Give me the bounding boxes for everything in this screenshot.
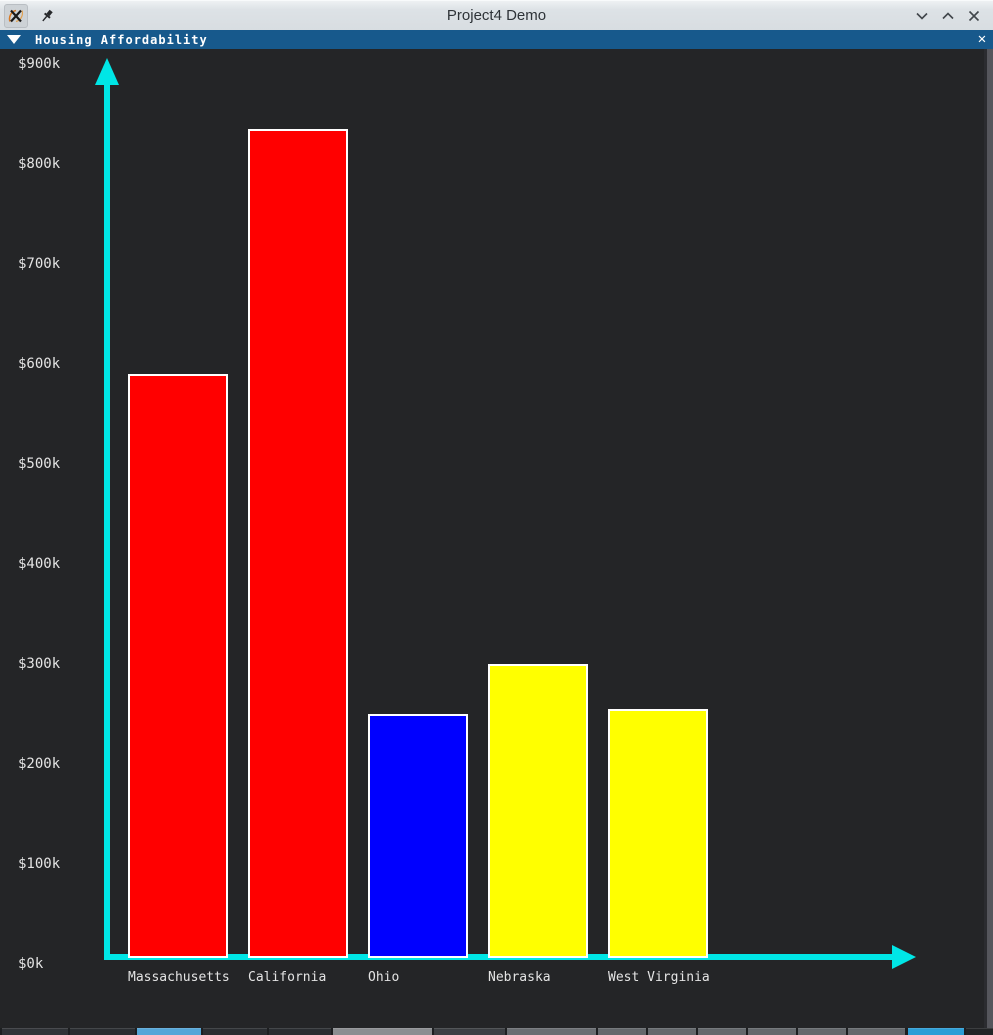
y-axis-arrow-icon bbox=[95, 58, 119, 85]
chart-window-close-icon[interactable]: ✕ bbox=[977, 31, 987, 47]
app-titlebar: Project4 Demo bbox=[0, 0, 993, 30]
pin-icon[interactable] bbox=[36, 5, 58, 27]
close-button[interactable] bbox=[961, 3, 987, 29]
bar-ohio bbox=[368, 714, 468, 958]
y-tick-label: $0k bbox=[18, 956, 44, 972]
maximize-button[interactable] bbox=[935, 3, 961, 29]
taskbar-segment-2[interactable] bbox=[137, 1028, 201, 1035]
shade-button[interactable] bbox=[909, 3, 935, 29]
y-tick-label: $600k bbox=[18, 356, 61, 372]
y-tick-label: $700k bbox=[18, 256, 61, 272]
window-border-inner bbox=[984, 49, 987, 1028]
bar-nebraska bbox=[488, 664, 588, 958]
bar-west-virginia bbox=[608, 709, 708, 958]
x-category-label-west-virginia: West Virginia bbox=[608, 970, 710, 985]
x11-logo-icon[interactable] bbox=[4, 4, 28, 28]
taskbar bbox=[0, 1028, 993, 1035]
y-tick-label: $500k bbox=[18, 456, 61, 472]
y-tick-label: $800k bbox=[18, 156, 61, 172]
taskbar-segment-8[interactable] bbox=[598, 1028, 646, 1035]
x-category-label-california: California bbox=[248, 970, 327, 985]
y-tick-label: $900k bbox=[18, 56, 61, 72]
taskbar-segment-10[interactable] bbox=[698, 1028, 746, 1035]
chart-window-titlebar[interactable]: Housing Affordability ✕ bbox=[0, 30, 993, 49]
taskbar-segment-6[interactable] bbox=[434, 1028, 505, 1035]
taskbar-segment-5[interactable] bbox=[333, 1028, 432, 1035]
taskbar-segment-3[interactable] bbox=[203, 1028, 267, 1035]
taskbar-segment-14[interactable] bbox=[908, 1028, 964, 1035]
x-category-label-nebraska: Nebraska bbox=[488, 970, 551, 985]
taskbar-segment-4[interactable] bbox=[269, 1028, 331, 1035]
chart-canvas: $0k $100k $200k $300k $400k $500k $600k $700k $8… bbox=[0, 49, 993, 1028]
y-tick-label: $400k bbox=[18, 556, 61, 572]
taskbar-segment-11[interactable] bbox=[748, 1028, 796, 1035]
y-axis-line bbox=[104, 79, 110, 960]
taskbar-segment-13[interactable] bbox=[848, 1028, 905, 1035]
x-category-label-massachusetts: Massachusetts bbox=[128, 970, 230, 985]
y-tick-label: $300k bbox=[18, 656, 61, 672]
taskbar-segment-7[interactable] bbox=[507, 1028, 596, 1035]
bar-massachusetts bbox=[128, 374, 228, 958]
bar-california bbox=[248, 129, 348, 958]
taskbar-segment-9[interactable] bbox=[648, 1028, 696, 1035]
x-axis-arrow-icon bbox=[892, 945, 916, 969]
window-border-right[interactable] bbox=[987, 49, 993, 1028]
taskbar-segment-15[interactable] bbox=[966, 1028, 993, 1035]
chart-window-title: Housing Affordability bbox=[35, 32, 208, 47]
y-tick-label: $200k bbox=[18, 756, 61, 772]
y-tick-label: $100k bbox=[18, 856, 61, 872]
taskbar-segment-1[interactable] bbox=[70, 1028, 135, 1035]
window-title: Project4 Demo bbox=[446, 7, 547, 24]
x-category-label-ohio: Ohio bbox=[368, 970, 400, 985]
taskbar-segment-12[interactable] bbox=[798, 1028, 846, 1035]
taskbar-segment-0[interactable] bbox=[2, 1028, 68, 1035]
collapse-triangle-icon[interactable] bbox=[7, 35, 21, 44]
